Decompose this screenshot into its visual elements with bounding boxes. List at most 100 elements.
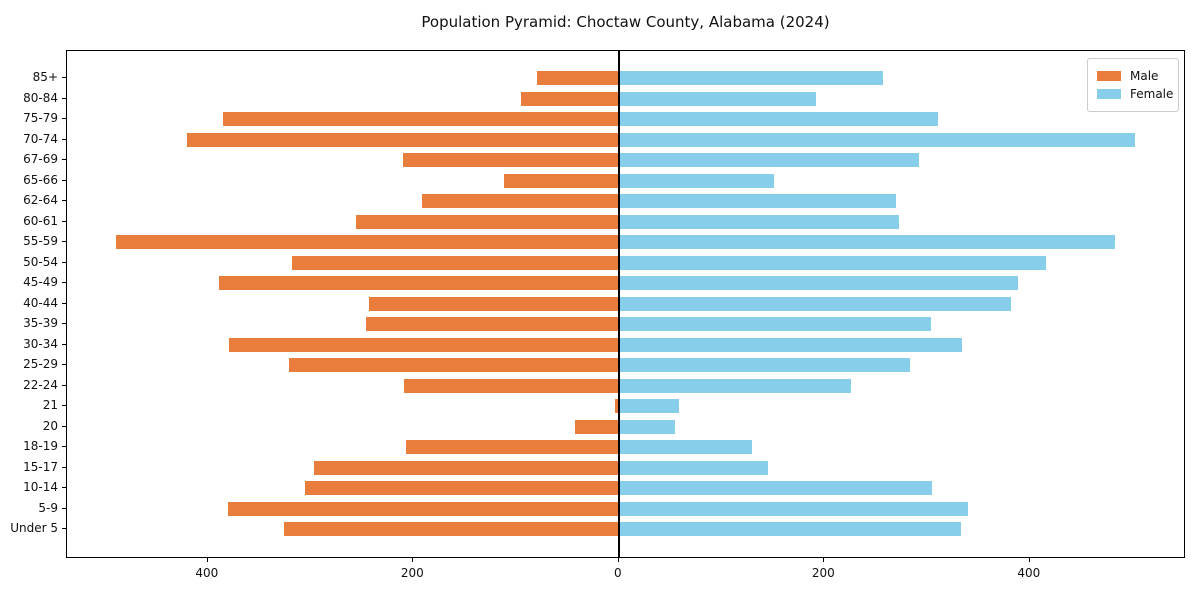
- male-bar: [366, 317, 619, 331]
- female-bar: [618, 296, 1012, 311]
- y-tick-mark: [62, 138, 66, 140]
- y-tick-label: 18-19: [23, 439, 58, 453]
- female-bar: [618, 419, 676, 434]
- x-tick-label: 0: [613, 566, 622, 580]
- y-tick-label: 70-74: [23, 131, 58, 146]
- y-tick-mark: [62, 282, 66, 283]
- female-bar: [618, 501, 969, 516]
- female-bar: [618, 235, 1116, 249]
- y-tick-mark: [62, 159, 66, 160]
- x-tick-label: 400: [195, 566, 219, 580]
- male-bar: [404, 378, 619, 393]
- chart-title: Population Pyramid: Choctaw County, Alab…: [421, 13, 830, 31]
- y-tick-label: 20: [42, 418, 58, 433]
- male-bar: [521, 91, 619, 106]
- y-tick-mark: [62, 118, 66, 119]
- female-bar: [618, 153, 919, 167]
- female-bar: [618, 522, 961, 536]
- zero-axis-line: [617, 51, 620, 557]
- legend-item-male: Male: [1097, 68, 1169, 84]
- y-tick-mark: [62, 405, 66, 406]
- male-bar: [355, 214, 619, 229]
- x-tick-mark: [823, 558, 825, 562]
- y-tick-mark: [62, 364, 66, 365]
- male-bar: [116, 235, 619, 249]
- y-tick-label: 30-34: [23, 336, 58, 351]
- y-tick-label: 35-39: [23, 316, 58, 330]
- female-bar: [618, 214, 900, 229]
- y-tick-label: 55-59: [23, 234, 58, 248]
- x-tick-mark: [412, 558, 414, 562]
- male-bar: [406, 440, 619, 454]
- male-bar: [187, 132, 619, 147]
- y-tick-label: 80-84: [23, 90, 58, 105]
- male-bar: [288, 358, 619, 372]
- x-tick-label: 200: [400, 566, 424, 580]
- female-swatch-icon: [1097, 89, 1121, 99]
- y-tick-label: 62-64: [23, 193, 58, 207]
- y-tick-label: 25-29: [23, 357, 58, 371]
- y-tick-mark: [62, 507, 66, 509]
- female-bar: [618, 317, 932, 331]
- y-tick-mark: [62, 261, 66, 263]
- y-tick-mark: [62, 97, 66, 99]
- y-tick-label: 21: [42, 398, 58, 412]
- y-tick-mark: [62, 302, 66, 304]
- female-bar: [618, 194, 897, 208]
- male-bar: [223, 112, 619, 126]
- x-tick-mark: [1028, 558, 1030, 562]
- male-bar: [403, 153, 619, 167]
- x-tick-label: 200: [811, 566, 835, 580]
- y-tick-mark: [62, 77, 66, 78]
- male-bar: [503, 173, 619, 188]
- male-bar: [421, 194, 619, 208]
- male-bar: [313, 460, 619, 475]
- y-tick-label: 5-9: [38, 500, 58, 515]
- female-bar: [618, 460, 768, 475]
- female-bar: [618, 71, 883, 85]
- y-tick-mark: [62, 323, 66, 324]
- plot-area: Male Female: [66, 50, 1185, 558]
- male-bar: [292, 255, 619, 270]
- y-tick-mark: [62, 446, 66, 447]
- male-bar: [574, 419, 619, 434]
- female-legend-label: Female: [1130, 87, 1174, 101]
- y-tick-label: 65-66: [23, 172, 58, 187]
- x-tick-mark: [617, 558, 619, 562]
- y-tick-label: 85+: [32, 70, 58, 84]
- male-bar: [614, 399, 619, 413]
- y-tick-label: 75-79: [23, 111, 58, 125]
- female-bar: [618, 91, 817, 106]
- y-tick-mark: [62, 487, 66, 488]
- y-tick-mark: [62, 343, 66, 345]
- y-tick-mark: [62, 200, 66, 201]
- y-tick-label: 60-61: [23, 213, 58, 228]
- y-tick-label: 10-14: [23, 480, 58, 494]
- male-swatch-icon: [1097, 71, 1121, 81]
- y-tick-label: 40-44: [23, 295, 58, 310]
- y-tick-mark: [62, 220, 66, 222]
- y-tick-label: Under 5: [10, 521, 58, 535]
- female-bar: [618, 399, 680, 413]
- female-bar: [618, 378, 851, 393]
- male-bar: [536, 71, 619, 85]
- y-tick-label: 15-17: [23, 459, 58, 474]
- female-bar: [618, 276, 1019, 290]
- y-tick-label: 22-24: [23, 377, 58, 392]
- male-bar: [305, 481, 619, 495]
- legend-item-female: Female: [1097, 86, 1173, 102]
- female-bar: [618, 255, 1047, 270]
- male-bar: [219, 276, 619, 290]
- male-bar: [369, 296, 619, 311]
- y-tick-mark: [62, 241, 66, 242]
- legend: Male Female: [1087, 58, 1179, 112]
- male-bar: [229, 337, 619, 352]
- female-bar: [618, 132, 1135, 147]
- male-bar: [283, 522, 619, 536]
- x-tick-mark: [206, 558, 208, 562]
- female-bar: [618, 440, 753, 454]
- female-bar: [618, 358, 910, 372]
- female-bar: [618, 337, 962, 352]
- y-tick-mark: [62, 466, 66, 468]
